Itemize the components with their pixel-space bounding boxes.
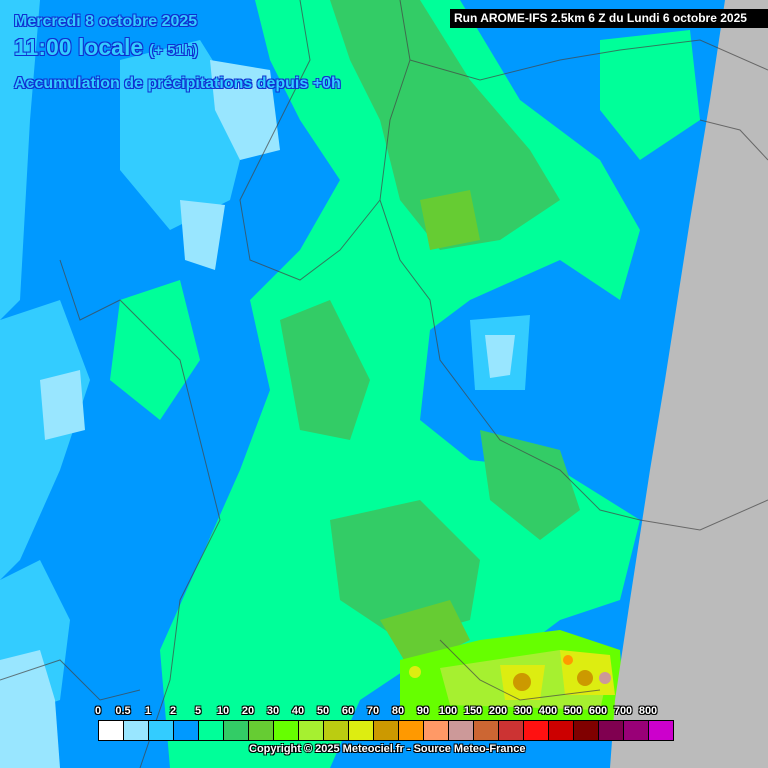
green-areas [110, 0, 700, 768]
legend-label: 400 [538, 705, 558, 717]
legend-swatch [649, 721, 673, 740]
legend-label: 700 [613, 705, 633, 717]
legend-label: 60 [341, 705, 355, 717]
legend-label: 600 [588, 705, 608, 717]
out-of-domain-area [610, 0, 768, 768]
legend-swatch [199, 721, 224, 740]
model-run-label: Run AROME-IFS 2.5km 6 Z du Lundi 6 octob… [450, 9, 768, 28]
forecast-date: Mercredi 8 octobre 2025 [14, 13, 198, 30]
legend-swatch [574, 721, 599, 740]
legend-swatch [474, 721, 499, 740]
legend-label: 50 [316, 705, 330, 717]
legend-swatch [449, 721, 474, 740]
heavy-rain-areas [400, 630, 625, 720]
legend-label: 150 [463, 705, 483, 717]
legend-label: 500 [563, 705, 583, 717]
forecast-time: 11:00 locale (+ 51h) [14, 34, 198, 61]
legend-label: 90 [416, 705, 430, 717]
legend-label: 800 [638, 705, 658, 717]
legend-label: 0.5 [115, 705, 131, 717]
legend-label: 2 [169, 705, 177, 717]
legend-swatch [624, 721, 649, 740]
legend-swatch [599, 721, 624, 740]
legend-swatch [299, 721, 324, 740]
light-blue-areas [0, 0, 530, 768]
legend-label: 300 [513, 705, 533, 717]
legend-swatch [274, 721, 299, 740]
legend-swatch [549, 721, 574, 740]
legend-swatch [124, 721, 149, 740]
legend-swatch [374, 721, 399, 740]
legend-label: 0 [94, 705, 102, 717]
legend-swatch [249, 721, 274, 740]
legend-label: 1 [144, 705, 152, 717]
copyright: Copyright © 2025 Meteociel.fr - Source M… [249, 743, 526, 755]
forecast-offset: (+ 51h) [149, 42, 198, 59]
legend-label: 200 [488, 705, 508, 717]
legend-swatch [424, 721, 449, 740]
legend-swatch [224, 721, 249, 740]
legend-swatch [499, 721, 524, 740]
legend-label: 10 [216, 705, 230, 717]
legend-swatch [174, 721, 199, 740]
legend-label: 5 [194, 705, 202, 717]
forecast-time-value: 11:00 locale [14, 34, 144, 60]
legend-swatch [399, 721, 424, 740]
legend-swatch [324, 721, 349, 740]
parameter-title: Accumulation de précipitations depuis +0… [14, 75, 341, 92]
legend-label: 100 [438, 705, 458, 717]
legend-label: 20 [241, 705, 255, 717]
legend-label: 40 [291, 705, 305, 717]
legend-label: 30 [266, 705, 280, 717]
legend-swatch [149, 721, 174, 740]
legend-label: 80 [391, 705, 405, 717]
legend-swatch [524, 721, 549, 740]
legend-swatch [349, 721, 374, 740]
color-scale-legend [98, 720, 674, 741]
legend-swatch [99, 721, 124, 740]
legend-label: 70 [366, 705, 380, 717]
